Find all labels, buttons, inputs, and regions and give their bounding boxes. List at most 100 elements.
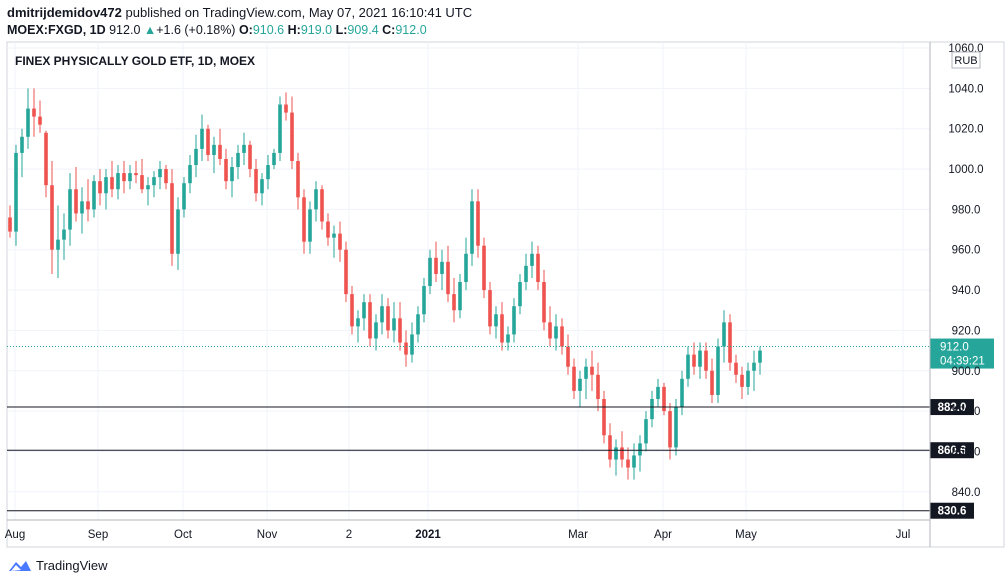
candle-body [362, 302, 366, 319]
candle [140, 158, 144, 194]
candle [518, 273, 522, 315]
candle-body [344, 249, 348, 295]
candle-body [44, 132, 48, 186]
candle [38, 100, 42, 133]
candle [722, 310, 726, 363]
candle [98, 169, 102, 206]
candle-body [230, 167, 234, 182]
price-axis[interactable]: 840.0 860.0 880.0 900.0 920.0 940.0 960.0 980.0… [948, 43, 983, 499]
candle [626, 447, 630, 480]
currency-badge[interactable] [951, 51, 981, 69]
candle [740, 366, 744, 399]
candle [656, 378, 660, 408]
open-value: 910.6 [252, 23, 285, 37]
candle [356, 310, 360, 343]
chart-title: FINEX PHYSICALLY GOLD ETF, 1D, MOEX [15, 54, 255, 68]
candle-body [284, 104, 288, 113]
candle-body [260, 179, 264, 194]
candle [266, 154, 270, 190]
candle [152, 171, 156, 198]
candle-body [602, 398, 606, 436]
candle-body [32, 108, 36, 117]
candle [296, 152, 300, 210]
candle-body [608, 435, 612, 460]
candle [536, 245, 540, 291]
candle [422, 277, 426, 323]
candle-body [740, 374, 744, 387]
candle [698, 342, 702, 379]
candle [380, 294, 384, 335]
candle-body [680, 378, 684, 408]
candle [362, 294, 366, 331]
candle [50, 160, 54, 274]
candle-body [50, 185, 54, 250]
candle [632, 443, 636, 480]
candle-body [302, 197, 306, 242]
candle [542, 269, 546, 331]
horizontal-line-badge [930, 502, 974, 519]
candle-body [140, 175, 144, 190]
candle [188, 154, 192, 194]
candle-body [410, 334, 414, 355]
candle [680, 370, 684, 416]
price-tick-label: 940.0 [952, 285, 981, 297]
candle [308, 201, 312, 254]
candle [734, 354, 738, 383]
candle-body [188, 165, 192, 184]
candle-body [356, 318, 360, 327]
candle [128, 165, 132, 190]
candle-body [500, 314, 504, 343]
candle-body [242, 144, 246, 153]
time-tick-label: Oct [174, 529, 193, 541]
candle [704, 342, 708, 379]
price-tick-label: 880.0 [952, 406, 981, 418]
candle [122, 160, 126, 194]
candle-body [422, 286, 426, 315]
currency-label: RUB [954, 55, 977, 67]
time-axis[interactable]: Aug Sep Oct Nov 2 2021 Mar Apr May Jul [5, 529, 911, 541]
candle [464, 237, 468, 291]
candle-body [722, 322, 726, 347]
horizontal-lines[interactable]: 882.0 860.6 830.6 912.0 04:39:21 [7, 338, 994, 519]
brand-name: TradingView [36, 558, 108, 573]
candle [530, 241, 534, 278]
candle-body [26, 108, 30, 137]
candle-body [38, 116, 42, 125]
candle [392, 302, 396, 343]
candle-body [656, 386, 660, 399]
high-label: H: [287, 23, 301, 37]
candle [26, 88, 30, 149]
author-name[interactable]: dmitrijdemidov472 [7, 5, 122, 20]
candle [662, 382, 666, 416]
candle [404, 330, 408, 367]
candle [218, 128, 222, 166]
candle-body [308, 209, 312, 242]
candle-body [164, 169, 168, 184]
price-tick-label: 860.0 [952, 446, 981, 458]
candle-body [278, 104, 282, 153]
candle-body [182, 183, 186, 210]
candle-body [332, 233, 336, 238]
candle-body [158, 169, 162, 178]
candle-body [692, 354, 696, 367]
candle [746, 362, 750, 395]
candle-body [752, 362, 756, 371]
candle-body [512, 306, 516, 335]
candle [602, 390, 606, 444]
candle [68, 173, 72, 246]
candle [710, 358, 714, 404]
candle-body [686, 354, 690, 379]
candle [638, 435, 642, 472]
candle [62, 213, 66, 260]
tradingview-logo-icon [9, 560, 31, 571]
candle [608, 423, 612, 468]
candle-body [152, 177, 156, 186]
tradingview-brand[interactable]: TradingView [8, 558, 108, 573]
close-value: 912.0 [395, 23, 427, 37]
price-change: +1.6 (+0.18%) [156, 23, 236, 37]
candle-body [506, 334, 510, 343]
candle [614, 439, 618, 476]
candle-body [554, 326, 558, 339]
candle-body [8, 217, 12, 232]
